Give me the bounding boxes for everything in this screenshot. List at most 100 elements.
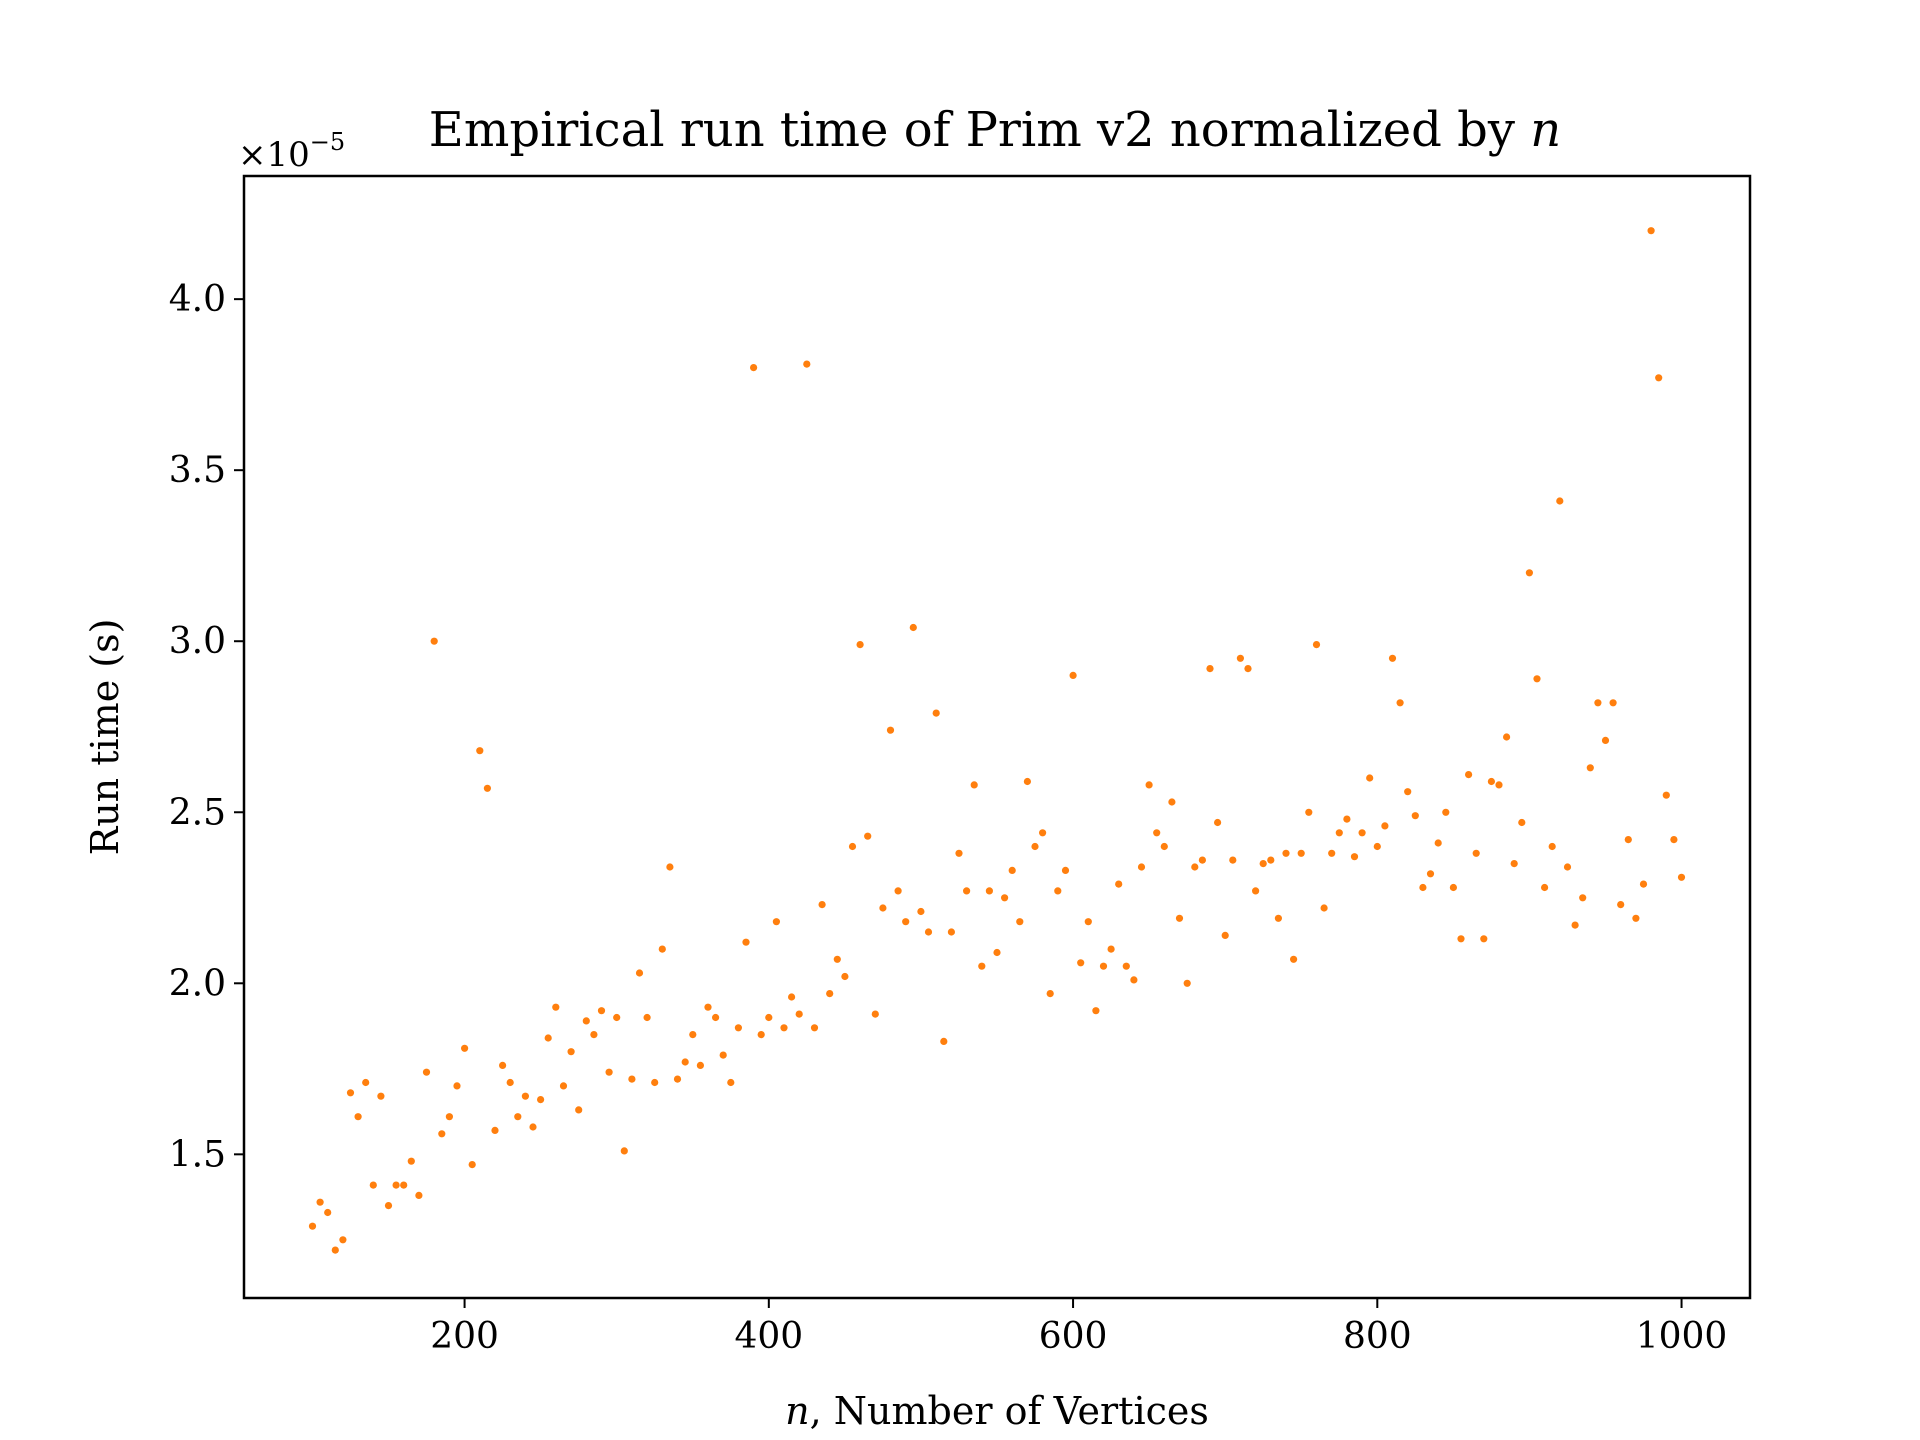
- data-point: [453, 1082, 461, 1090]
- data-point: [909, 623, 917, 632]
- data-point: [1533, 675, 1541, 683]
- data-point: [628, 1075, 636, 1083]
- data-point: [1677, 873, 1686, 881]
- data-point: [1267, 856, 1275, 864]
- data-point: [963, 887, 971, 895]
- data-point: [422, 1068, 431, 1076]
- data-point: [377, 1092, 385, 1100]
- data-point: [1297, 849, 1305, 857]
- data-point: [1541, 883, 1549, 892]
- data-point: [1077, 959, 1085, 967]
- data-point: [689, 1031, 697, 1039]
- data-point: [476, 747, 484, 755]
- y-offset-label: ×10−5: [238, 128, 345, 175]
- data-point: [308, 1222, 317, 1230]
- data-point: [970, 781, 978, 789]
- data-point: [1404, 788, 1412, 796]
- data-point: [1525, 569, 1533, 577]
- data-point: [575, 1106, 583, 1114]
- data-point: [696, 1061, 705, 1069]
- data-point: [1487, 777, 1495, 786]
- data-point: [483, 784, 491, 792]
- data-point: [1449, 883, 1457, 892]
- data-point: [1579, 894, 1587, 902]
- data-point: [1670, 836, 1678, 844]
- data-point: [1655, 374, 1663, 382]
- data-point: [1411, 812, 1419, 820]
- data-point: [468, 1161, 476, 1169]
- data-point: [1328, 849, 1336, 857]
- data-point: [978, 962, 986, 970]
- data-point: [316, 1198, 324, 1206]
- y-tick-label: 3.5: [169, 450, 226, 491]
- y-tick-label: 2.0: [169, 963, 226, 1004]
- data-point: [765, 1013, 773, 1022]
- y-tick-label: 2.5: [169, 792, 226, 833]
- data-point: [339, 1236, 347, 1244]
- data-point: [803, 360, 811, 368]
- data-point: [537, 1096, 545, 1104]
- data-point: [902, 918, 910, 926]
- data-point: [1465, 771, 1473, 779]
- y-tick-label: 1.5: [169, 1134, 226, 1175]
- data-point: [947, 928, 956, 936]
- data-point: [673, 1075, 682, 1083]
- data-point: [772, 918, 781, 926]
- data-point: [506, 1078, 514, 1087]
- data-point: [704, 1003, 712, 1011]
- data-point: [985, 887, 994, 895]
- data-point: [1031, 842, 1039, 851]
- x-tick-label: 800: [1343, 1316, 1412, 1357]
- data-point: [590, 1031, 598, 1039]
- data-point: [864, 832, 872, 840]
- data-point: [757, 1031, 765, 1039]
- data-point: [521, 1092, 530, 1100]
- data-point: [1320, 904, 1328, 912]
- data-point: [795, 1010, 803, 1018]
- plot-frame: [242, 174, 1752, 1300]
- data-point: [848, 842, 857, 851]
- x-tick-label: 600: [1039, 1316, 1108, 1357]
- data-point: [826, 990, 834, 998]
- data-point: [605, 1068, 613, 1076]
- data-point: [940, 1037, 948, 1045]
- data-point: [582, 1017, 590, 1025]
- data-point: [1023, 777, 1031, 786]
- x-tick-label: 1000: [1636, 1316, 1728, 1357]
- data-point: [932, 709, 940, 717]
- data-point: [1198, 856, 1206, 864]
- data-point: [635, 969, 644, 977]
- data-point: [1503, 733, 1511, 741]
- data-point: [788, 993, 796, 1001]
- chart-title: Empirical run time of Prim v2 normalized…: [429, 102, 1561, 158]
- data-point: [1252, 887, 1260, 895]
- data-point: [1556, 497, 1564, 505]
- data-point: [461, 1044, 469, 1052]
- data-point: [924, 928, 933, 936]
- data-point: [491, 1126, 499, 1134]
- data-point: [1632, 914, 1640, 922]
- data-point: [430, 637, 438, 645]
- data-point: [1510, 860, 1518, 868]
- data-point: [1122, 962, 1130, 970]
- data-point: [384, 1202, 393, 1210]
- data-point: [1563, 863, 1572, 871]
- data-point: [780, 1024, 788, 1032]
- data-point: [1442, 808, 1450, 816]
- y-axis-label: Run time (s): [83, 619, 127, 856]
- data-point: [742, 938, 750, 946]
- data-point: [750, 364, 758, 372]
- data-point: [818, 901, 826, 909]
- data-point: [499, 1061, 507, 1069]
- data-point: [407, 1157, 415, 1165]
- data-point: [810, 1024, 819, 1032]
- data-point: [552, 1003, 560, 1011]
- data-point: [369, 1181, 377, 1189]
- data-point: [871, 1010, 879, 1018]
- data-point: [1457, 935, 1465, 943]
- data-point: [438, 1130, 446, 1138]
- data-point: [1092, 1007, 1100, 1015]
- data-point: [1366, 774, 1374, 782]
- y-tick-label: 3.0: [169, 621, 226, 662]
- data-point: [712, 1013, 720, 1022]
